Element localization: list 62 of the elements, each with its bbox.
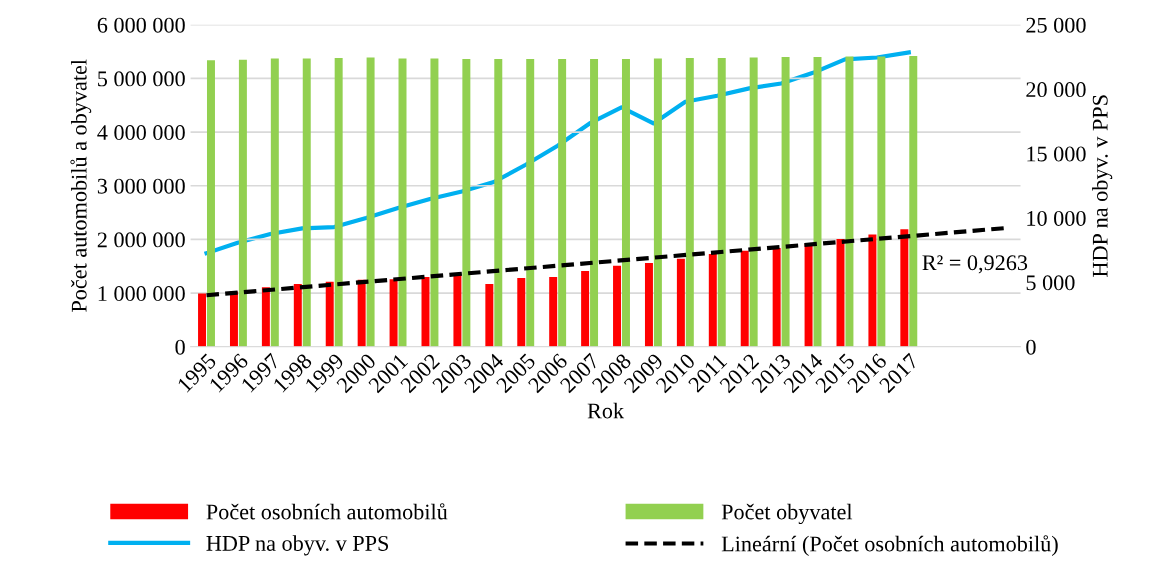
bar [526,59,535,347]
bar [900,229,909,347]
x-axis-title: Rok [587,402,625,419]
bar [517,278,526,347]
y2-tick-label: 5 000 [1026,275,1075,291]
bar [366,57,375,347]
bar [334,58,343,347]
bar [494,59,503,347]
bar [549,276,558,347]
bar [909,55,918,347]
bar [590,59,599,347]
bar [453,274,462,347]
bar [804,243,813,347]
bar [781,56,790,347]
bar [621,59,630,347]
bar [325,281,334,347]
bar [772,248,781,347]
bar [302,58,311,347]
bar [676,258,685,347]
bar [613,265,622,347]
y-tick-label: 2 000 000 [97,232,185,248]
bar [644,263,653,347]
bar [389,279,398,347]
bar [270,58,279,347]
bar [485,283,494,347]
bar [293,283,302,347]
legend-label: HDP na obyv. v PPS [206,535,389,556]
y-tick-label: 5 000 000 [98,71,185,87]
y2-tick-label: 0 [1026,339,1036,355]
bar [462,59,471,347]
bar [653,58,662,347]
y-tick-label: 4 000 000 [97,125,185,141]
bar [740,250,749,347]
bar [845,56,854,347]
bar [877,56,886,347]
bar [581,271,590,347]
bar [430,58,439,347]
legend-label: Počet obyvatel [721,503,853,525]
bar [398,58,407,347]
y-tick-label: 3 000 000 [97,178,185,194]
y2-tick-label: 25 000 [1026,17,1086,33]
bar [717,58,726,347]
annotation: R² = 0,9263 [922,255,1028,274]
bar [238,59,247,347]
y-axis-title: Počet automobilů a obyvatel [70,59,92,312]
bar [685,58,694,347]
y-tick-label: 6 000 000 [97,17,185,33]
legend-label: Počet osobních automobilů [206,503,448,520]
y2-tick-label: 15 000 [1027,146,1086,162]
bar [261,287,270,347]
y2-tick-label: 10 000 [1027,210,1086,226]
y2-axis-title: HDP na obyv. v PPS [1092,95,1113,277]
bar [198,293,207,347]
bar [708,253,717,347]
bar [206,60,215,347]
bar [868,234,877,347]
bar [558,59,567,347]
y-tick-label: 1 000 000 [98,286,185,302]
legend-label: Lineární (Počet osobních automobilů) [721,535,1058,556]
bar [749,57,758,347]
y2-tick-label: 20 000 [1026,82,1086,98]
y-tick-label: 0 [175,339,185,355]
